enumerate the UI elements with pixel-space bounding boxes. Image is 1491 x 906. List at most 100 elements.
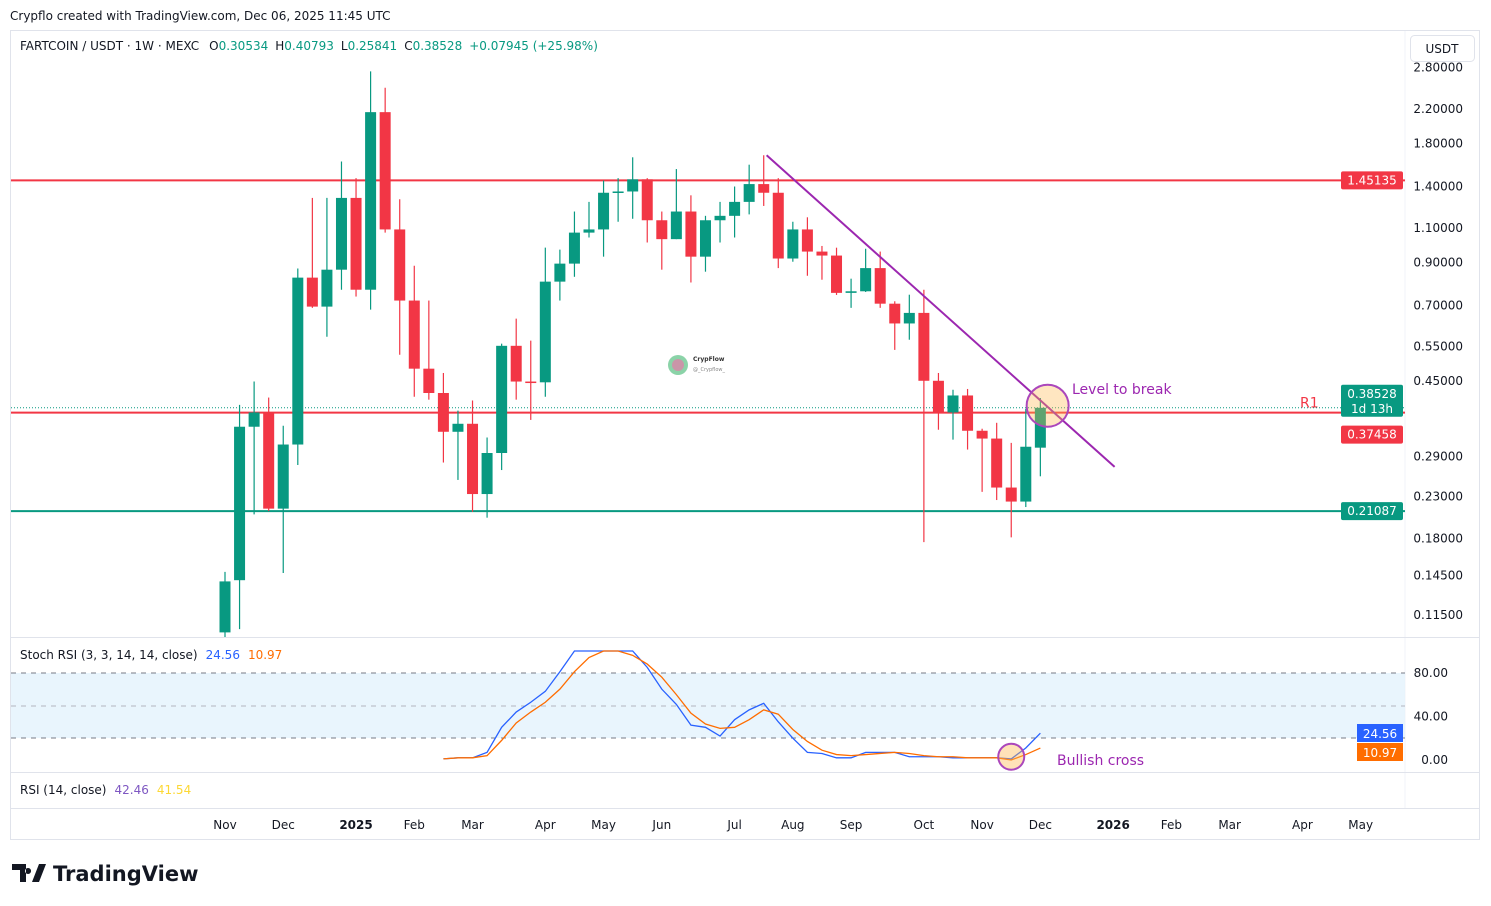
bullish-cross-circle[interactable]: [997, 742, 1026, 771]
highlight-circle[interactable]: [1025, 383, 1070, 428]
candle[interactable]: [306, 197, 318, 308]
candle-body: [699, 220, 711, 257]
candle[interactable]: [627, 157, 639, 219]
candle[interactable]: [918, 289, 930, 543]
candle[interactable]: [554, 249, 566, 301]
watermark: CrypFlow @_Crypflow_: [668, 355, 725, 375]
candle-body: [743, 184, 755, 202]
candle[interactable]: [656, 211, 668, 270]
candle[interactable]: [1034, 397, 1046, 477]
candle[interactable]: [568, 211, 580, 277]
candle[interactable]: [423, 300, 435, 400]
candle[interactable]: [874, 251, 886, 308]
candle[interactable]: [219, 571, 231, 639]
level-price-tag-text: 1.45135: [1347, 173, 1397, 187]
candle[interactable]: [729, 186, 741, 238]
candle[interactable]: [1020, 408, 1032, 508]
candle[interactable]: [947, 389, 959, 440]
candle[interactable]: [365, 71, 377, 310]
candle[interactable]: [758, 155, 770, 206]
candle-body: [874, 268, 886, 304]
candle[interactable]: [932, 372, 944, 430]
candle[interactable]: [481, 437, 493, 518]
candle-body: [335, 197, 347, 270]
candle[interactable]: [583, 201, 595, 238]
candle[interactable]: [860, 248, 872, 292]
candle-body: [496, 345, 508, 454]
stoch-d-value: 10.97: [248, 648, 282, 662]
price-tick-label: 0.14500: [1413, 568, 1463, 582]
candle[interactable]: [263, 397, 275, 512]
time-tick-label: Nov: [213, 818, 236, 832]
time-tick-label: Nov: [970, 818, 993, 832]
price-tick-label: 2.80000: [1413, 61, 1463, 75]
candle[interactable]: [1005, 442, 1017, 538]
candle[interactable]: [379, 87, 391, 233]
candle[interactable]: [962, 388, 974, 450]
candle[interactable]: [525, 340, 537, 420]
candle[interactable]: [889, 301, 901, 350]
candle[interactable]: [408, 265, 420, 397]
candle[interactable]: [321, 197, 333, 337]
candle-body: [860, 268, 872, 292]
stoch-value-tag-bg: [1357, 743, 1403, 761]
time-tick-label: Apr: [1292, 818, 1313, 832]
stoch-d-line: [443, 650, 1041, 761]
candle[interactable]: [772, 178, 784, 269]
candle-body: [976, 430, 988, 439]
candle-body: [598, 192, 610, 230]
candle[interactable]: [437, 372, 449, 463]
stoch-tick-label: 0.00: [1421, 753, 1448, 767]
candle[interactable]: [335, 161, 347, 290]
candle[interactable]: [903, 294, 915, 340]
symbol-legend[interactable]: FARTCOIN / USDT · 1W · MEXC O0.30534 H0.40…: [20, 39, 598, 53]
candle[interactable]: [277, 425, 289, 574]
time-tick-label: Jun: [651, 818, 671, 832]
candle[interactable]: [801, 217, 813, 276]
chart-caption: Crypflo created with TradingView.com, De…: [10, 9, 391, 23]
trendline[interactable]: [765, 154, 1116, 468]
candle[interactable]: [641, 178, 653, 243]
price-tick-label: 0.23000: [1413, 489, 1463, 503]
last-price-tag-text: 1d 13h: [1351, 402, 1393, 416]
candle[interactable]: [845, 278, 857, 308]
candle[interactable]: [685, 195, 697, 283]
level-tag: R1: [1300, 396, 1319, 412]
candle[interactable]: [699, 215, 711, 272]
tradingview-logo[interactable]: TradingView: [12, 862, 198, 886]
candle[interactable]: [787, 221, 799, 262]
level-price-tag: 1.45135: [1341, 171, 1403, 190]
currency-button[interactable]: USDT: [1410, 35, 1475, 62]
candle[interactable]: [292, 268, 304, 466]
time-tick-label: Oct: [914, 818, 935, 832]
candle-body: [729, 201, 741, 216]
candle[interactable]: [743, 164, 755, 215]
candle-body: [932, 380, 944, 413]
candle[interactable]: [467, 400, 479, 512]
candle[interactable]: [496, 343, 508, 471]
candle[interactable]: [539, 247, 551, 397]
level-price-tag-text: 0.21087: [1347, 504, 1397, 518]
candle[interactable]: [598, 180, 610, 257]
candle[interactable]: [510, 318, 522, 400]
candle-body: [903, 312, 915, 324]
candle[interactable]: [394, 199, 406, 355]
candle[interactable]: [831, 247, 843, 295]
candle[interactable]: [976, 428, 988, 492]
candle[interactable]: [452, 410, 464, 480]
candle[interactable]: [234, 404, 246, 630]
candle[interactable]: [670, 169, 682, 240]
candle[interactable]: [248, 381, 260, 515]
candle-body: [481, 453, 493, 495]
candle-body: [219, 581, 231, 633]
stoch-legend[interactable]: Stoch RSI (3, 3, 14, 14, close) 24.56 10.9…: [20, 648, 282, 662]
rsi-legend[interactable]: RSI (14, close) 42.46 41.54: [20, 783, 191, 797]
price-tick-label: 1.10000: [1413, 221, 1463, 235]
candle[interactable]: [714, 201, 726, 243]
candle[interactable]: [612, 178, 624, 222]
price-tick-label: 2.20000: [1413, 102, 1463, 116]
candle[interactable]: [991, 422, 1003, 501]
candle[interactable]: [816, 245, 828, 280]
candle[interactable]: [350, 178, 362, 297]
